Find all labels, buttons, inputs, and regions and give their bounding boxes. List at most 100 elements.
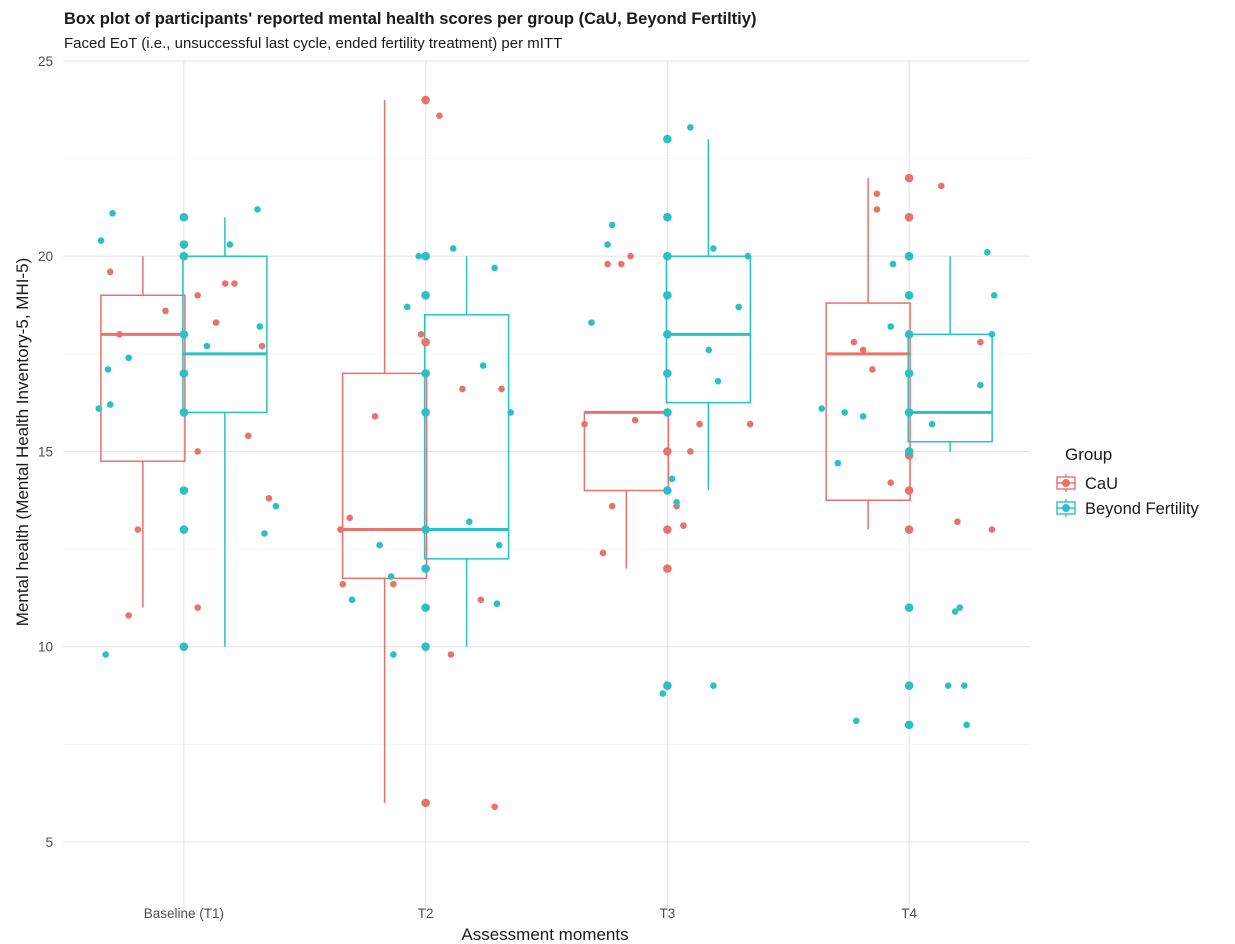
data-point-beyond-fertility [254,206,261,213]
data-point-beyond-fertility [203,342,211,350]
y-tick-label: 25 [38,54,53,69]
data-point-cau [887,479,895,486]
data-point-cau [604,260,611,268]
data-point-cau [873,206,881,213]
data-point-cau [869,366,876,373]
data-point-cau [371,413,379,420]
data-point-cau [265,495,273,502]
data-point-beyond-fertility [663,134,672,144]
data-point-beyond-fertility [818,405,826,412]
data-point-cau [194,291,201,299]
data-point-beyond-fertility [109,209,116,217]
data-point-cau [904,486,914,495]
data-point-beyond-fertility [415,252,423,260]
data-point-beyond-fertility [663,290,672,300]
data-point-beyond-fertility [668,475,676,483]
data-point-beyond-fertility [841,409,849,416]
box-body [907,333,993,443]
box-beyond-fertility [423,256,510,647]
legend-key-beyond-fertility [1056,499,1076,517]
data-point-beyond-fertility [479,362,487,369]
data-point-cau [491,803,498,811]
data-point-beyond-fertility [904,369,914,378]
data-point-beyond-fertility [904,720,914,730]
data-point-beyond-fertility [102,651,109,658]
data-point-cau [125,612,132,619]
data-point-cau [459,385,466,393]
data-point-beyond-fertility [961,682,968,690]
data-point-beyond-fertility [852,717,860,725]
data-point-cau [390,580,397,588]
data-point-cau [447,651,455,658]
data-point-beyond-fertility [663,330,672,339]
data-point-beyond-fertility [125,354,132,362]
data-point-beyond-fertility [963,721,970,729]
data-point-cau [850,338,858,346]
data-point-beyond-fertility [687,124,694,131]
data-point-beyond-fertility [226,241,234,248]
data-point-cau [258,342,266,350]
data-point-beyond-fertility [179,212,189,222]
data-point-cau [421,337,430,347]
data-point-beyond-fertility [663,408,672,417]
data-point-beyond-fertility [179,486,189,495]
data-point-beyond-fertility [984,249,991,256]
x-tick-label: T3 [659,906,675,921]
data-point-cau [631,416,639,424]
data-point-beyond-fertility [421,525,430,534]
data-point-beyond-fertility [179,251,189,261]
data-point-cau [608,502,616,510]
data-point-beyond-fertility [376,541,383,549]
data-point-cau [106,268,114,276]
x-axis-title: Assessment moments [461,925,628,944]
data-point-beyond-fertility [659,690,667,697]
data-point-cau [938,182,945,190]
data-point-cau [904,212,914,222]
data-point-beyond-fertility [387,573,395,580]
data-point-cau [498,385,505,393]
data-point-cau [212,319,220,326]
data-point-cau [134,526,142,533]
data-point-beyond-fertility [944,682,952,690]
data-point-beyond-fertility [889,260,897,268]
chart-title: Box plot of participants' reported menta… [64,10,757,28]
data-point-beyond-fertility [421,290,430,300]
data-point-beyond-fertility [710,245,717,252]
data-point-cau [244,432,252,440]
data-point-cau [599,549,607,557]
data-point-beyond-fertility [834,459,842,467]
data-point-cau [162,307,169,315]
data-point-cau [663,447,672,456]
data-point-beyond-fertility [179,240,189,249]
data-point-beyond-fertility [663,369,672,378]
data-point-cau [904,173,914,183]
data-point-beyond-fertility [663,681,672,691]
box-beyond-fertility [665,139,752,491]
data-point-cau [904,525,914,534]
data-point-cau [581,420,588,428]
box-cau [825,178,911,530]
data-point-beyond-fertility [507,409,515,416]
data-point-beyond-fertility [256,323,264,330]
box-cau [583,410,670,569]
data-point-beyond-fertility [466,518,473,526]
data-point-cau [663,525,672,534]
data-point-beyond-fertility [403,303,411,311]
data-point-beyond-fertility [421,369,430,378]
data-point-cau [194,448,201,455]
x-tick-label: Baseline (T1) [144,906,224,921]
data-point-cau [873,190,881,198]
data-point-beyond-fertility [887,323,895,330]
data-point-cau [339,580,347,588]
box-body [825,302,911,502]
data-point-beyond-fertility [421,642,430,651]
data-point-cau [663,564,672,573]
data-point-beyond-fertility [608,221,616,229]
y-tick-label: 20 [38,249,53,264]
data-point-cau [618,260,625,268]
data-point-cau [627,252,634,260]
data-point-beyond-fertility [744,252,752,260]
data-point-beyond-fertility [272,502,280,510]
data-point-beyond-fertility [491,264,498,272]
data-point-beyond-fertility [495,541,503,549]
